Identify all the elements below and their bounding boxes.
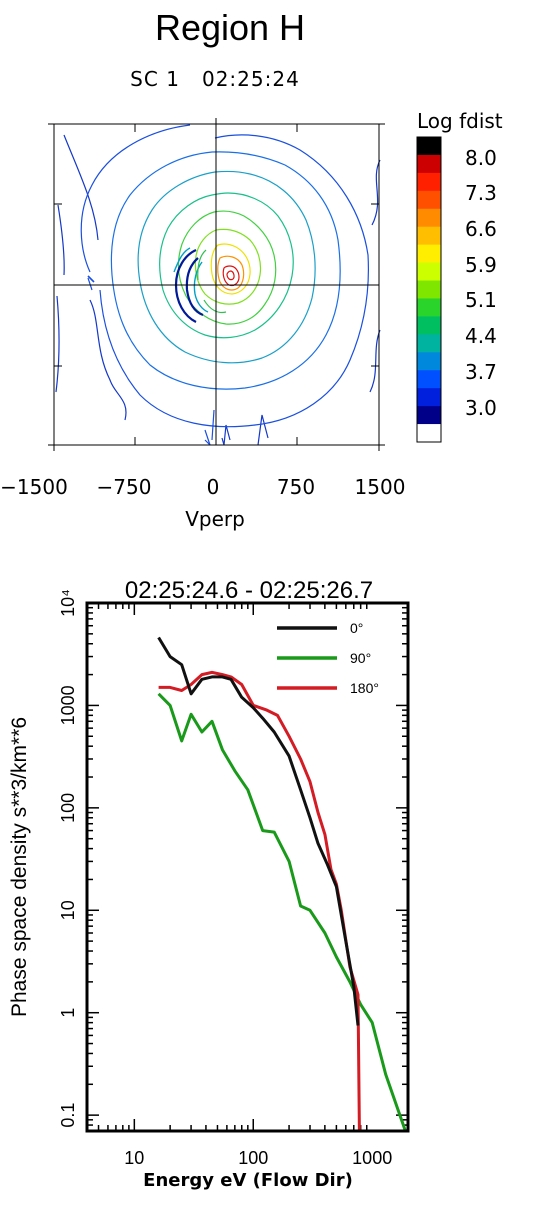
colorbar: Log fdist 8.0 7.3 6.6 5.9 5.1 4.4 3.7 3.…	[416, 109, 503, 443]
colorbar-tick-4: 5.1	[465, 288, 497, 312]
contour-level-5	[80, 124, 369, 446]
contour-x-axis-label: Vperp	[185, 507, 245, 531]
contour-level-outer	[55, 134, 381, 446]
figure-subtitle: SC 1 02:25:24	[130, 67, 300, 91]
colorbar-label: Log fdist	[417, 109, 503, 133]
colorbar-segment	[417, 370, 441, 389]
colorbar-segment	[417, 280, 441, 299]
line-plot-y-tick-label: 100	[58, 793, 78, 823]
contour-level-2	[159, 192, 294, 339]
colorbar-segment	[417, 208, 441, 228]
contour-x-tick-4: 1500	[355, 475, 406, 499]
colorbar-segment	[417, 226, 441, 246]
colorbar-segment	[417, 262, 441, 282]
colorbar-segment	[417, 137, 441, 156]
line-plot-x-tick-label: 100	[238, 1148, 268, 1168]
contour-ticks	[48, 118, 385, 451]
contour-crescent-green	[197, 249, 227, 314]
line-plot-x-tick-labels: 10 100 1000	[124, 1148, 392, 1168]
colorbar-segment	[417, 352, 441, 371]
line-plot-x-tick-label: 1000	[352, 1148, 392, 1168]
colorbar-tick-1: 7.3	[465, 181, 497, 205]
colorbar-segment	[417, 424, 441, 443]
line-panel: 02:25:24.6 - 02:25:26.7 0.1 1 10 100 1000 10⁴…	[8, 577, 410, 1191]
line-plot-x-axis-label: Energy eV (Flow Dir)	[143, 1170, 353, 1191]
colorbar-segment	[417, 334, 441, 353]
contour-level-1	[177, 210, 277, 325]
colorbar-segment	[417, 406, 441, 425]
contour-small-mark	[87, 275, 95, 283]
line-plot-y-tick-label: 0.1	[58, 1103, 78, 1128]
line-plot-y-axis-label: Phase space density s**3/km**6	[8, 717, 31, 1017]
line-plot-y-tick-label: 10⁴	[58, 589, 78, 617]
legend-label-180deg: 180°	[350, 680, 379, 696]
legend-label-0deg: 0°	[350, 620, 363, 636]
colorbar-segment	[417, 154, 441, 174]
contour-x-tick-2: 0	[207, 475, 220, 499]
colorbar-segment	[417, 388, 441, 407]
colorbar-tick-0: 8.0	[465, 146, 497, 170]
contour-core-orange	[217, 255, 245, 291]
colorbar-segment	[417, 190, 441, 210]
colorbar-frame	[416, 136, 442, 443]
colorbar-tick-3: 5.9	[465, 253, 497, 277]
contour-level-0	[194, 228, 262, 305]
colorbar-tick-2: 6.6	[465, 217, 497, 241]
colorbar-segment	[417, 172, 441, 192]
contour-core-red	[222, 265, 240, 287]
line-plot-y-tick-labels: 0.1 1 10 100 1000 10⁴	[58, 589, 78, 1127]
contour-level-4	[110, 151, 341, 390]
series-line-90deg	[157, 692, 407, 1131]
line-plot-title: 02:25:24.6 - 02:25:26.7	[125, 577, 373, 604]
line-plot-y-tick-label: 1000	[58, 685, 78, 725]
line-plot-x-tick-label: 10	[124, 1148, 144, 1168]
colorbar-tick-6: 3.7	[465, 360, 497, 384]
contour-x-tick-3: 750	[277, 475, 315, 499]
colorbar-tick-7: 3.0	[465, 396, 497, 420]
series-line-0deg	[157, 636, 360, 1026]
contour-x-tick-1: −750	[97, 475, 152, 499]
legend-label-90deg: 90°	[350, 650, 371, 666]
contour-core-yellow	[210, 243, 251, 295]
contour-level-3	[137, 170, 316, 364]
colorbar-segments	[417, 137, 441, 443]
line-plot-y-tick-label: 10	[58, 900, 78, 920]
colorbar-tick-5: 4.4	[465, 324, 497, 348]
colorbar-segment	[417, 316, 441, 335]
line-plot-frame	[85, 601, 410, 1133]
contour-x-tick-0: −1500	[0, 475, 68, 499]
line-plot-series	[157, 636, 407, 1131]
line-plot-y-tick-label: 1	[58, 1008, 78, 1018]
series-line-180deg	[158, 670, 382, 1131]
contour-panel: −1500 −750 0 750 1500 Vperp	[0, 118, 405, 531]
colorbar-segment	[417, 244, 441, 264]
figure-title: Region H	[155, 7, 305, 48]
line-plot-legend: 0° 90° 180°	[277, 620, 379, 696]
colorbar-segment	[417, 298, 441, 317]
